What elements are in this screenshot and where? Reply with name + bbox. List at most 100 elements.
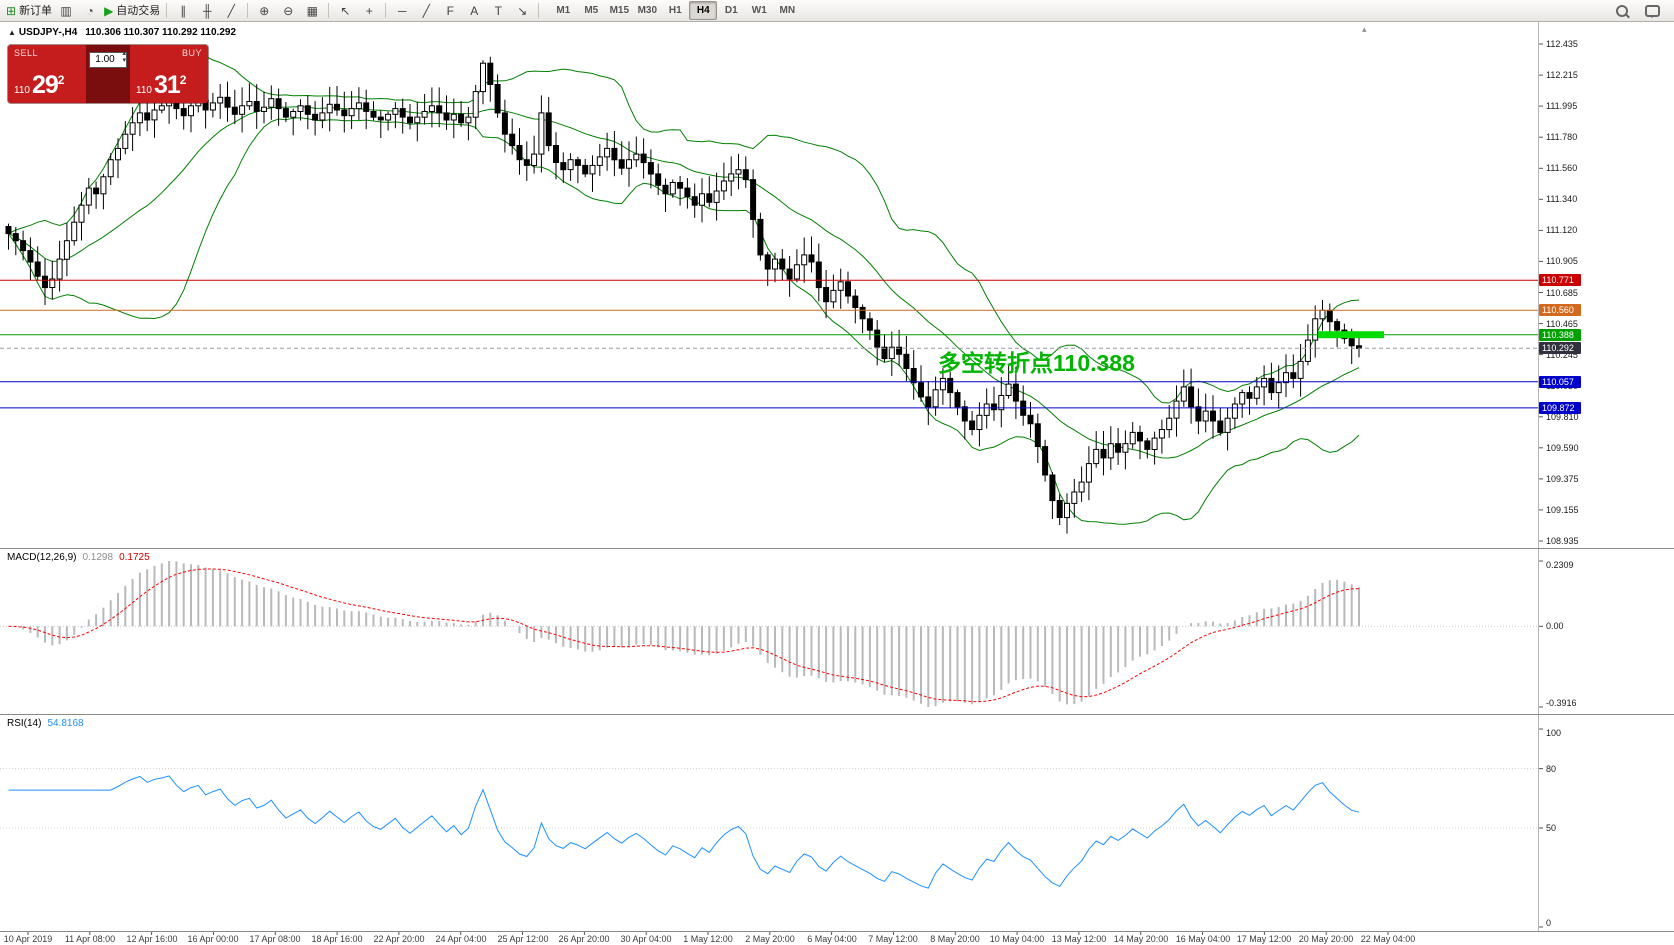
chat-icon [1644, 4, 1660, 18]
time-axis-label: 25 Apr 12:00 [497, 934, 549, 944]
charts-button[interactable]: ▥ [54, 2, 78, 20]
label-tool-button[interactable]: T [486, 2, 510, 20]
price-level-tag: 110.771 [1539, 274, 1581, 286]
macd-scale-label: -0.3916 [1546, 698, 1577, 708]
macd-scale-label: 0.2309 [1546, 560, 1574, 570]
volume-spinner: ▴ ▾ [122, 50, 126, 64]
price-tick-label: 111.995 [1546, 101, 1578, 111]
chart-symbol: USDJPY-,H4 [18, 27, 78, 38]
history-center-button[interactable]: ◔ [78, 2, 102, 20]
price-tick-label: 112.215 [1546, 70, 1578, 80]
new-order-button[interactable]: ⊞ 新订单 [4, 2, 54, 20]
price-tick-label: 111.120 [1546, 225, 1578, 235]
buy-price-prefix: 110 [136, 85, 152, 96]
time-axis-label: 22 May 04:00 [1360, 934, 1416, 944]
toolbar-separator [385, 3, 387, 18]
chat-button[interactable] [1640, 2, 1664, 20]
trendline-tool-button[interactable]: ╱ [414, 2, 438, 20]
sell-button[interactable]: SELL 110292 [8, 45, 86, 103]
buy-price-sup: 2 [179, 73, 187, 87]
chart-symbol-icon: ▲ [8, 28, 16, 37]
zoom-in-icon: ⊕ [259, 3, 270, 18]
toolbar-separator [328, 3, 330, 18]
toolbar-separator [247, 3, 249, 18]
price-level-tag: 110.388 [1539, 329, 1581, 341]
price-tick-label: 110.685 [1546, 288, 1578, 298]
cursor-button[interactable]: ↖ [333, 2, 357, 20]
chart-list-icon: ▥ [60, 3, 72, 18]
search-button[interactable] [1610, 2, 1634, 20]
volume-decrease-button[interactable]: ▾ [122, 57, 126, 64]
time-axis-label: 7 May 12:00 [868, 934, 918, 944]
auto-trading-button[interactable]: ▶ 自动交易 [102, 2, 162, 20]
time-axis-label: 14 May 20:00 [1113, 934, 1169, 944]
price-tick-label: 110.465 [1546, 319, 1578, 329]
volume-input[interactable] [89, 51, 127, 68]
sell-label: SELL [14, 48, 39, 58]
toolbar-right [1610, 2, 1670, 20]
crosshair-button[interactable]: + [357, 2, 381, 20]
tile-windows-button[interactable]: ▦ [300, 2, 324, 20]
time-axis-separator [0, 931, 1674, 932]
time-axis-label: 17 Apr 08:00 [249, 934, 301, 944]
text-tool-button[interactable]: A [462, 2, 486, 20]
macd-signal-value: 0.1725 [119, 552, 150, 563]
timeframe-mn-button[interactable]: MN [779, 5, 796, 16]
buy-button[interactable]: BUY 110312 [130, 45, 208, 103]
price-tick-label: 109.810 [1546, 412, 1579, 422]
zoom-out-button[interactable]: ⊖ [276, 2, 300, 20]
timeframe-m5-button[interactable]: M5 [584, 5, 599, 16]
buy-price: 110312 [136, 71, 186, 100]
line-chart-icon: ╱ [227, 3, 235, 18]
line-chart-button[interactable]: ╱ [219, 2, 243, 20]
timeframe-group: M1 M5 M15 M30 H1 H4 D1 W1 MN [549, 1, 801, 20]
price-tick-label: 109.155 [1546, 505, 1579, 515]
timeframe-d1-button[interactable]: D1 [724, 5, 738, 16]
timeframe-m15-button[interactable]: M15 [609, 5, 630, 16]
timeframe-m30-button[interactable]: M30 [637, 5, 658, 16]
rsi-label: RSI(14) [7, 718, 42, 729]
hline-tool-button[interactable]: ─ [390, 2, 414, 20]
macd-value: 0.1298 [82, 552, 114, 563]
time-axis-label: 22 Apr 20:00 [373, 934, 425, 944]
timeframe-h4-button[interactable]: H4 [689, 1, 718, 20]
toolbar: ⊞ 新订单 ▥ ◔ ▶ 自动交易 ∥ ╫ ╱ ⊕ ⊖ ▦ ↖ + ─ ╱ F A T ↘ M1 M5 M15 M30 H1 H4… [0, 0, 1674, 22]
bar-chart-button[interactable]: ∥ [171, 2, 195, 20]
time-axis-label: 8 May 20:00 [930, 934, 980, 944]
new-order-icon: ⊞ [6, 3, 17, 18]
arrows-tool-button[interactable]: ↘ [510, 2, 534, 20]
time-axis-label: 18 Apr 16:00 [311, 934, 363, 944]
fibonacci-tool-button[interactable]: F [438, 2, 462, 20]
chart-title: ▲ USDJPY-,H4 110.306 110.307 110.292 110.2… [8, 27, 236, 38]
one-click-trading-panel: SELL 110292 ▴ ▾ BUY 110312 [8, 45, 208, 103]
sell-price: 110292 [14, 71, 64, 100]
time-axis-label: 17 May 12:00 [1236, 934, 1292, 944]
time-axis-label: 16 May 04:00 [1175, 934, 1231, 944]
price-level-tag: 110.057 [1539, 376, 1581, 388]
time-axis-label: 13 May 12:00 [1051, 934, 1107, 944]
panel-separator[interactable] [0, 714, 1674, 715]
timeframe-h1-button[interactable]: H1 [668, 5, 682, 16]
buy-price-big: 31 [153, 71, 181, 99]
time-axis-label: 30 Apr 04:00 [620, 934, 672, 944]
volume-control: ▴ ▾ [86, 45, 130, 103]
timeframe-w1-button[interactable]: W1 [751, 5, 767, 16]
price-tick-label: 109.375 [1546, 474, 1579, 484]
volume-increase-button[interactable]: ▴ [122, 50, 126, 57]
macd-label: MACD(12,26,9) [7, 552, 77, 563]
rsi-value: 54.8168 [47, 718, 84, 729]
zoom-in-button[interactable]: ⊕ [252, 2, 276, 20]
candlestick-chart-button[interactable]: ╫ [195, 2, 219, 20]
time-axis-label: 20 May 20:00 [1298, 934, 1354, 944]
buy-label: BUY [181, 48, 202, 58]
horizontal-line-icon: ─ [398, 3, 407, 18]
zoom-out-icon: ⊖ [283, 3, 294, 18]
rsi-pane-label: RSI(14) 54.8168 [7, 718, 84, 729]
timeframe-m1-button[interactable]: M1 [556, 5, 571, 16]
chart-annotation-text[interactable]: 多空转折点110.388 [938, 350, 1135, 376]
tile-windows-icon: ▦ [306, 3, 318, 18]
cursor-icon: ↖ [340, 3, 351, 18]
price-tick-label: 110.905 [1546, 256, 1578, 266]
panel-separator[interactable] [0, 548, 1674, 549]
